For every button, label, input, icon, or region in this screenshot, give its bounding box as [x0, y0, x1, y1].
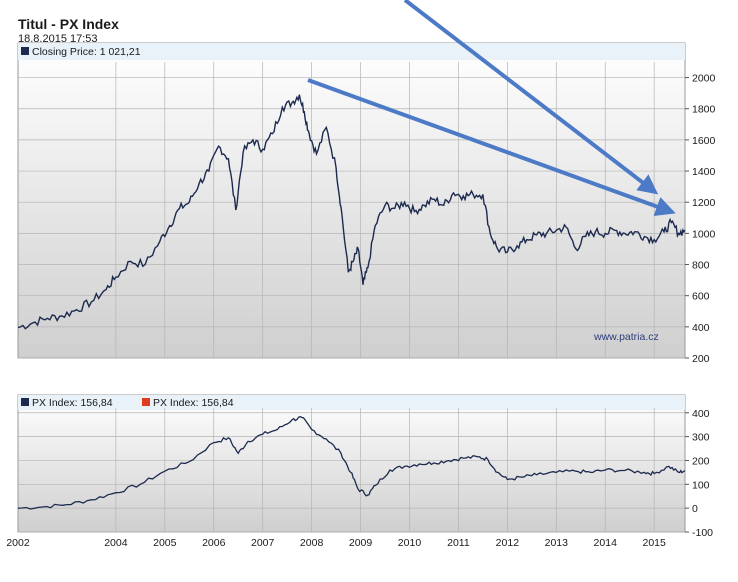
- main-tick-label: 1200: [692, 197, 716, 209]
- legend-closing-price: Closing Price: 1 021,21: [32, 46, 141, 58]
- x-tick-label: 2002: [6, 537, 30, 549]
- main-tick-label: 400: [692, 322, 710, 334]
- sub-tick-label: 300: [692, 432, 710, 444]
- main-tick-label: 200: [692, 353, 710, 365]
- sub-legend-band: [18, 395, 685, 410]
- chart-title: Titul - PX Index: [18, 16, 119, 32]
- x-tick-label: 2010: [398, 537, 422, 549]
- main-panel-bg: [17, 42, 686, 359]
- main-tick-label: 800: [692, 260, 710, 272]
- main-grid: [18, 62, 685, 359]
- chart-timestamp: 18.8.2015 17:53: [18, 33, 98, 45]
- sub-tick-label: 0: [692, 503, 698, 515]
- x-tick-label: 2015: [642, 537, 666, 549]
- main-tick-label: 2000: [692, 73, 716, 85]
- sub-panel-bg: [17, 394, 686, 533]
- main-legend-band: [18, 43, 685, 60]
- x-tick-label: 2012: [496, 537, 520, 549]
- closing-price-line: [17, 94, 686, 330]
- x-tick-label: 2013: [545, 537, 569, 549]
- sub-tick-label: 200: [692, 455, 710, 467]
- sub-tick-label: 100: [692, 479, 710, 491]
- sub-tick-label: -100: [692, 527, 713, 539]
- x-tick-label: 2004: [104, 537, 128, 549]
- legend-swatch-closing: [21, 47, 29, 55]
- main-tick-label: 1600: [692, 135, 716, 147]
- x-tick-label: 2005: [153, 537, 177, 549]
- legend-px-index-1: PX Index: 156,84: [32, 397, 113, 409]
- main-tick-label: 1000: [692, 228, 716, 240]
- x-tick-label: 2008: [300, 537, 324, 549]
- x-tick-label: 2014: [594, 537, 618, 549]
- main-y-axis: 200 400 600 800 1000 1200 1400 1600 1800 2000: [685, 73, 716, 365]
- px-index-line: [17, 415, 686, 510]
- sub-grid: [18, 408, 685, 533]
- annotation-arrow-trend: [307, 78, 676, 216]
- main-tick-label: 1800: [692, 104, 716, 116]
- legend-swatch-px-1: [21, 398, 29, 406]
- x-tick-label: 2007: [251, 537, 275, 549]
- watermark: www.patria.cz: [593, 331, 659, 343]
- legend-swatch-px-2: [142, 398, 150, 406]
- main-tick-label: 600: [692, 291, 710, 303]
- sub-y-axis: -100 0 100 200 300 400: [685, 408, 713, 539]
- annotation-arrow-steep: [403, 0, 659, 195]
- legend-px-index-2: PX Index: 156,84: [153, 397, 234, 409]
- x-axis: 2002 2004 2005 2006 2007 2008 2009 2010 2011 2012…: [6, 537, 666, 549]
- x-tick-label: 2011: [447, 537, 470, 549]
- x-tick-label: 2009: [349, 537, 373, 549]
- main-tick-label: 1400: [692, 166, 716, 178]
- x-tick-label: 2006: [202, 537, 226, 549]
- sub-tick-label: 400: [692, 408, 710, 420]
